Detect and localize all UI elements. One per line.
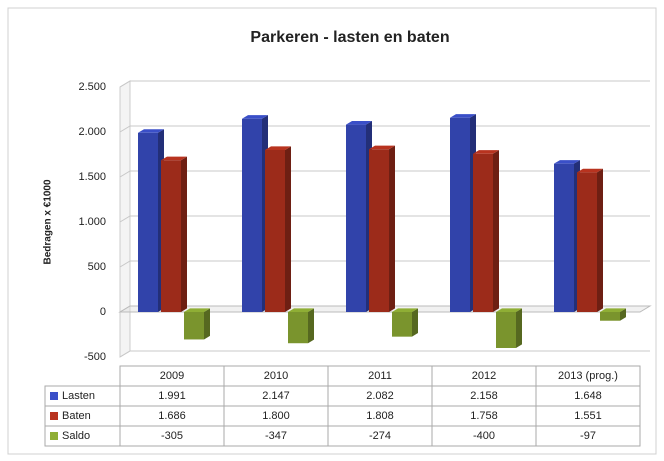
data-label: 1.648 xyxy=(574,390,602,402)
bar xyxy=(288,312,308,344)
data-label: 2.082 xyxy=(366,390,394,402)
data-label: 1.686 xyxy=(158,410,186,422)
x-tick-label: 2012 xyxy=(472,370,496,382)
bar-top xyxy=(496,308,522,312)
legend-label: Baten xyxy=(62,410,91,422)
bar-top xyxy=(473,150,499,154)
x-tick-label: 2011 xyxy=(368,370,392,382)
bar-top xyxy=(369,145,395,150)
legend-label: Saldo xyxy=(62,430,90,442)
chart-title: Parkeren - lasten en baten xyxy=(250,29,449,46)
bar-side xyxy=(204,308,210,340)
bar-top xyxy=(392,308,418,312)
data-label: -97 xyxy=(580,430,596,442)
bar xyxy=(496,312,516,348)
bar-top xyxy=(138,129,164,133)
data-label: -305 xyxy=(161,430,183,442)
bar xyxy=(242,118,262,313)
data-label: -347 xyxy=(265,430,287,442)
x-tick-label: 2009 xyxy=(160,370,184,382)
data-label: -274 xyxy=(369,430,391,442)
bar-side xyxy=(493,150,499,312)
grid-line xyxy=(119,80,650,88)
bar-top xyxy=(577,168,603,173)
bar-top xyxy=(242,115,268,119)
bar-side xyxy=(389,145,395,312)
y-tick-label: -500 xyxy=(84,351,106,363)
data-label: 1.991 xyxy=(158,390,186,402)
bar xyxy=(392,312,412,337)
bar-top xyxy=(288,308,314,312)
bar xyxy=(577,172,597,312)
chart-frame xyxy=(7,7,657,455)
bar xyxy=(265,150,285,312)
bar-top xyxy=(265,146,291,150)
grid-line xyxy=(119,350,650,358)
bar-top xyxy=(161,156,187,161)
legend-swatch xyxy=(50,412,58,420)
legend-label: Lasten xyxy=(62,390,95,402)
data-label: 2.158 xyxy=(470,390,498,402)
x-tick-label: 2013 (prog.) xyxy=(558,370,618,382)
bar-side xyxy=(597,168,603,312)
bar-top xyxy=(346,121,372,125)
x-tick-label: 2010 xyxy=(264,370,288,382)
bar-top xyxy=(600,308,626,312)
legend-swatch xyxy=(50,432,58,440)
bar xyxy=(184,312,204,340)
bar xyxy=(554,163,574,312)
bar xyxy=(138,132,158,312)
data-label: 1.808 xyxy=(366,410,394,422)
data-label: 1.551 xyxy=(574,410,602,422)
y-tick-label: 2.500 xyxy=(78,81,106,93)
grid-line xyxy=(119,125,650,133)
bar-side xyxy=(308,308,314,344)
bar xyxy=(450,117,470,312)
bar xyxy=(369,149,389,312)
y-tick-label: 500 xyxy=(88,261,106,273)
bar-side xyxy=(181,156,187,312)
y-tick-label: 1.500 xyxy=(78,171,106,183)
bar-side xyxy=(516,308,522,348)
bar xyxy=(600,312,620,321)
y-axis-label: Bedragen x €1000 xyxy=(43,179,54,264)
data-label: 2.147 xyxy=(262,390,290,402)
y-tick-label: 0 xyxy=(100,306,106,318)
bar-side xyxy=(412,308,418,337)
data-label: 1.758 xyxy=(470,410,498,422)
y-tick-label: 1.000 xyxy=(78,216,106,228)
bar-top xyxy=(450,114,476,118)
bar xyxy=(473,153,493,312)
bar xyxy=(346,124,366,313)
bar-top xyxy=(554,160,580,164)
bar-side xyxy=(620,308,626,321)
legend-swatch xyxy=(50,392,58,400)
data-label: -400 xyxy=(473,430,495,442)
bar xyxy=(161,160,181,312)
y-tick-label: 2.000 xyxy=(78,126,106,138)
data-label: 1.800 xyxy=(262,410,290,422)
bar-top xyxy=(184,308,210,312)
bar-side xyxy=(285,146,291,312)
